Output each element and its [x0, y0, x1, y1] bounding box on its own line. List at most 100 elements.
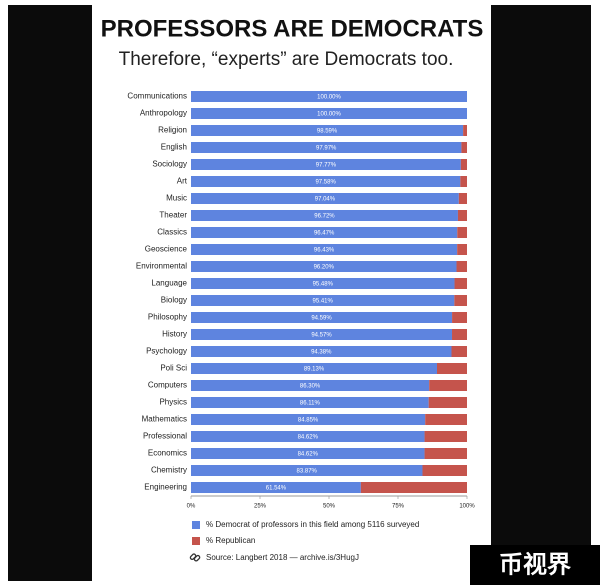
bar-segment	[460, 176, 467, 187]
chart-subtitle: Therefore, “experts” are Democrats too.	[119, 49, 454, 70]
x-tick-label: 0%	[187, 504, 196, 510]
value-label: 97.58%	[315, 180, 336, 186]
y-tick-label: Geoscience	[145, 245, 188, 254]
legend-label: % Democrat of professors in this field a…	[206, 520, 419, 529]
y-tick-label: Sociology	[152, 160, 187, 169]
legend-swatch	[192, 537, 200, 545]
value-label: 83.87%	[297, 469, 318, 475]
y-tick-label: Environmental	[136, 262, 187, 271]
x-tick-label: 75%	[392, 504, 405, 510]
bar-segment	[425, 414, 467, 425]
bar-segment	[460, 159, 467, 170]
y-tick-label: Philosophy	[148, 313, 187, 322]
value-label: 61.54%	[266, 486, 287, 492]
value-label: 100.00%	[317, 95, 341, 101]
value-label: 94.57%	[311, 333, 332, 339]
side-band	[491, 5, 591, 581]
bar-segment	[457, 210, 467, 221]
x-tick-label: 100%	[459, 504, 475, 510]
value-label: 84.62%	[298, 435, 319, 441]
bar-segment	[457, 244, 467, 255]
bar-segment	[191, 346, 452, 357]
bar-segment	[424, 448, 467, 459]
y-tick-label: Mathematics	[142, 415, 187, 424]
value-label: 86.30%	[300, 384, 321, 390]
bar-segment	[191, 363, 437, 374]
x-tick-label: 50%	[323, 504, 336, 510]
y-tick-label: Economics	[148, 449, 187, 458]
bar-segment	[191, 380, 430, 391]
y-tick-label: English	[161, 143, 187, 152]
bar-segment	[191, 278, 455, 289]
bar-segment	[191, 176, 461, 187]
value-label: 84.62%	[298, 452, 319, 458]
bar-segment	[191, 397, 429, 408]
value-label: 96.72%	[314, 214, 335, 220]
value-label: 94.59%	[311, 316, 332, 322]
watermark-box	[470, 545, 600, 585]
y-tick-label: Classics	[157, 228, 187, 237]
y-tick-label: Physics	[159, 398, 187, 407]
bar-segment	[456, 261, 467, 272]
y-tick-label: Language	[151, 279, 187, 288]
value-label: 96.20%	[314, 265, 335, 271]
bar-segment	[191, 482, 361, 493]
value-label: 95.41%	[312, 299, 333, 305]
y-tick-label: Communications	[127, 92, 187, 101]
value-label: 96.47%	[314, 231, 335, 237]
bar-segment	[424, 431, 467, 442]
bar-segment	[191, 159, 461, 170]
legend-label: % Republican	[206, 536, 255, 545]
value-label: 89.13%	[304, 367, 325, 373]
bar-segment	[191, 414, 426, 425]
bar-segment	[452, 329, 467, 340]
value-label: 94.38%	[311, 350, 332, 356]
bar-segment	[191, 431, 425, 442]
bar-segment	[191, 91, 467, 102]
bar-segment	[436, 363, 467, 374]
value-label: 98.59%	[317, 129, 338, 135]
value-label: 86.11%	[300, 401, 321, 407]
value-label: 97.97%	[316, 146, 337, 152]
x-tick-label: 25%	[254, 504, 267, 510]
bar-segment	[452, 312, 467, 323]
bar-segment	[463, 125, 467, 136]
bar-segment	[191, 125, 464, 136]
chart-title: PROFESSORS ARE DEMOCRATS	[101, 15, 484, 42]
bar-segment	[191, 244, 458, 255]
source: Source: Langbert 2018 — archive.is/3HugJ	[206, 553, 359, 562]
bar-segment	[360, 482, 467, 493]
y-tick-label: Psychology	[146, 347, 187, 356]
y-tick-label: Chemistry	[151, 466, 187, 475]
y-tick-label: Biology	[161, 296, 187, 305]
bar-segment	[428, 397, 467, 408]
bar-segment	[191, 210, 458, 221]
bar-segment	[429, 380, 467, 391]
y-tick-label: Anthropology	[140, 109, 187, 118]
y-tick-label: Religion	[158, 126, 187, 135]
watermark: 币视界	[499, 551, 571, 578]
bar-segment	[191, 193, 459, 204]
bar-segment	[454, 295, 467, 306]
bar-segment	[454, 278, 467, 289]
y-tick-label: Poli Sci	[160, 364, 187, 373]
value-label: 95.48%	[313, 282, 334, 288]
y-tick-label: Music	[166, 194, 187, 203]
y-tick-label: Art	[177, 177, 188, 186]
bar-segment	[461, 142, 467, 153]
bar-segment	[191, 108, 467, 119]
legend-swatch	[192, 521, 200, 529]
value-label: 97.77%	[316, 163, 337, 169]
bar-segment	[191, 227, 458, 238]
bar-segment	[191, 295, 455, 306]
y-tick-label: Professional	[143, 432, 187, 441]
y-tick-label: Engineering	[144, 483, 187, 492]
bar-segment	[191, 329, 453, 340]
side-band	[8, 5, 92, 581]
bar-segment	[422, 465, 467, 476]
link-icon	[189, 553, 201, 562]
y-tick-label: Theater	[159, 211, 187, 220]
value-label: 97.04%	[315, 197, 336, 203]
